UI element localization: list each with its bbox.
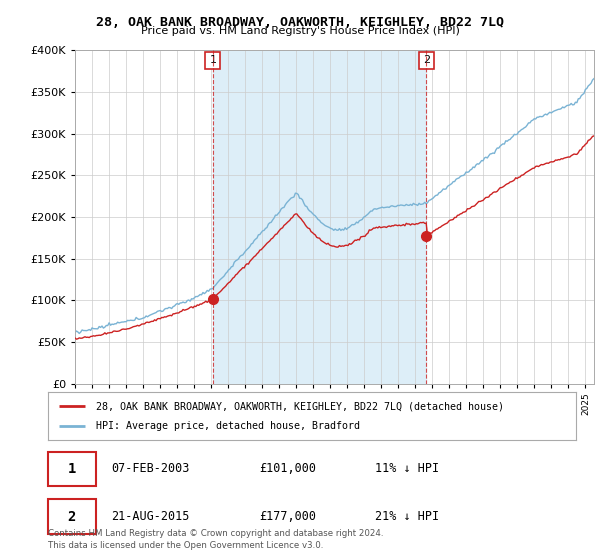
- Text: £101,000: £101,000: [259, 463, 316, 475]
- Text: 1: 1: [68, 462, 76, 476]
- FancyBboxPatch shape: [48, 452, 95, 486]
- Text: Price paid vs. HM Land Registry's House Price Index (HPI): Price paid vs. HM Land Registry's House …: [140, 26, 460, 36]
- Text: This data is licensed under the Open Government Licence v3.0.: This data is licensed under the Open Gov…: [48, 541, 323, 550]
- Text: £177,000: £177,000: [259, 510, 316, 523]
- Text: 28, OAK BANK BROADWAY, OAKWORTH, KEIGHLEY, BD22 7LQ: 28, OAK BANK BROADWAY, OAKWORTH, KEIGHLE…: [96, 16, 504, 29]
- Text: HPI: Average price, detached house, Bradford: HPI: Average price, detached house, Brad…: [95, 421, 359, 431]
- Text: 28, OAK BANK BROADWAY, OAKWORTH, KEIGHLEY, BD22 7LQ (detached house): 28, OAK BANK BROADWAY, OAKWORTH, KEIGHLE…: [95, 402, 503, 411]
- Text: 2: 2: [68, 510, 76, 524]
- Text: 07-FEB-2003: 07-FEB-2003: [112, 463, 190, 475]
- FancyBboxPatch shape: [48, 500, 95, 534]
- Text: 1: 1: [209, 55, 217, 66]
- Text: 11% ↓ HPI: 11% ↓ HPI: [376, 463, 439, 475]
- Text: 2: 2: [422, 55, 430, 66]
- Text: 21-AUG-2015: 21-AUG-2015: [112, 510, 190, 523]
- Text: Contains HM Land Registry data © Crown copyright and database right 2024.: Contains HM Land Registry data © Crown c…: [48, 530, 383, 539]
- Text: 21% ↓ HPI: 21% ↓ HPI: [376, 510, 439, 523]
